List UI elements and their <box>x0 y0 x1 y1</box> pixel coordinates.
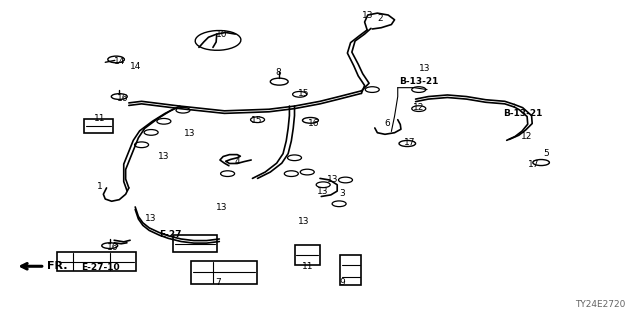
Text: 11: 11 <box>301 262 313 271</box>
Text: 7: 7 <box>215 278 221 287</box>
Text: 13: 13 <box>145 214 157 223</box>
Text: 16: 16 <box>116 94 128 103</box>
Text: FR.: FR. <box>47 261 68 271</box>
Text: 13: 13 <box>327 174 339 184</box>
Text: 13: 13 <box>184 129 195 138</box>
Text: 13: 13 <box>158 152 170 161</box>
Text: 8: 8 <box>276 68 282 77</box>
Text: E-27-10: E-27-10 <box>81 263 120 272</box>
Text: 6: 6 <box>384 119 390 128</box>
Text: 13: 13 <box>216 203 227 212</box>
Text: 3: 3 <box>339 189 345 198</box>
Text: 12: 12 <box>522 132 532 141</box>
Text: 17: 17 <box>403 138 415 147</box>
Text: 14: 14 <box>129 62 141 71</box>
Text: 5: 5 <box>543 149 549 158</box>
Text: 16: 16 <box>308 119 319 128</box>
Text: TY24E2720: TY24E2720 <box>575 300 626 309</box>
Text: 13: 13 <box>317 187 329 196</box>
Text: B-13-21: B-13-21 <box>503 108 542 117</box>
Text: 16: 16 <box>107 243 118 252</box>
Text: 15: 15 <box>250 116 262 125</box>
Text: 13: 13 <box>362 11 374 20</box>
Text: 13: 13 <box>419 63 431 73</box>
Text: 1: 1 <box>97 182 103 191</box>
Text: E-27: E-27 <box>159 230 182 239</box>
Text: 2: 2 <box>378 14 383 23</box>
Text: 11: 11 <box>95 114 106 123</box>
Text: 4: 4 <box>234 157 240 166</box>
Text: 17: 17 <box>528 160 540 169</box>
Text: 13: 13 <box>298 217 310 226</box>
Text: 15: 15 <box>298 89 310 98</box>
Text: 9: 9 <box>339 278 345 287</box>
Text: 12: 12 <box>413 103 424 112</box>
Text: 14: 14 <box>113 57 125 66</box>
Text: B-13-21: B-13-21 <box>399 77 438 86</box>
Text: 10: 10 <box>216 30 227 39</box>
